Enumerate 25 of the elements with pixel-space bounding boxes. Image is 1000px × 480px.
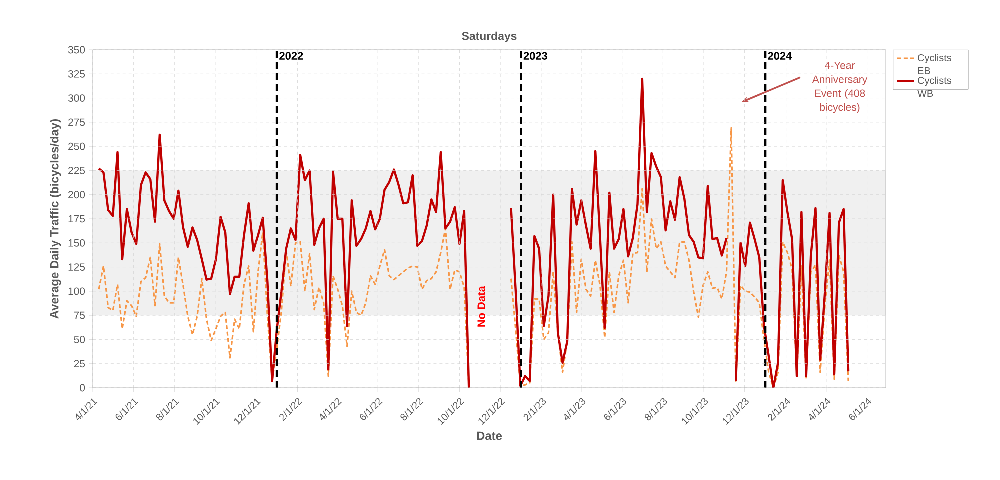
y-tick-label: 200 bbox=[68, 191, 86, 199]
y-axis-title: Average Daily Traffic (bicycles/day) bbox=[50, 119, 62, 319]
ref-line-label: 2022 bbox=[280, 52, 304, 60]
y-tick-label: 250 bbox=[68, 142, 86, 150]
y-tick-label: 300 bbox=[68, 94, 86, 102]
chart-title: Saturdays bbox=[462, 32, 517, 42]
annotation: 4-Year Anniversary Event (408 bicycles) bbox=[812, 62, 868, 114]
ref-line-label: 2024 bbox=[768, 52, 792, 60]
y-tick-label: 50 bbox=[74, 336, 86, 344]
annotation: No Data bbox=[478, 286, 486, 327]
ref-line-label: 2023 bbox=[524, 52, 548, 60]
y-tick-label: 350 bbox=[68, 46, 86, 54]
legend-label: Cyclists EB bbox=[918, 54, 952, 74]
y-tick-label: 275 bbox=[68, 118, 86, 126]
y-tick-label: 25 bbox=[74, 360, 86, 368]
y-tick-label: 75 bbox=[74, 312, 86, 320]
y-tick-label: 325 bbox=[68, 70, 86, 78]
x-axis-title: Date bbox=[477, 432, 502, 440]
y-tick-label: 0 bbox=[80, 384, 86, 392]
y-tick-label: 125 bbox=[68, 264, 86, 271]
y-tick-label: 100 bbox=[68, 288, 86, 296]
legend-label: Cyclists WB bbox=[918, 76, 952, 98]
y-tick-label: 175 bbox=[68, 215, 86, 223]
y-tick-label: 150 bbox=[68, 239, 86, 247]
y-tick-label: 225 bbox=[68, 167, 86, 174]
